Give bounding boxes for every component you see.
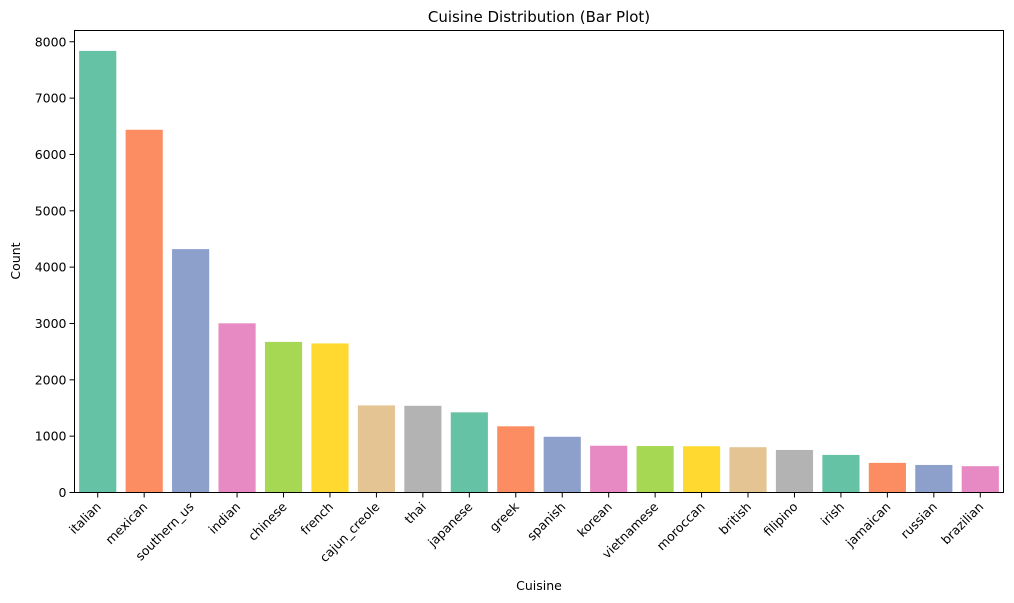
y-tick-label: 2000 [35,372,67,387]
plot-frame [74,30,1004,493]
chart-title: Cuisine Distribution (Bar Plot) [428,8,650,26]
x-tick-label: filipino [760,499,800,539]
bar-cajun_creole [357,405,396,493]
x-tick-label: korean [574,499,615,540]
bar-russian [915,464,953,493]
bar-thai [404,405,442,493]
bar-korean [590,445,628,493]
y-tick-label: 5000 [35,203,67,218]
x-tick-label: irish [818,499,847,528]
y-tick-label: 1000 [35,429,67,444]
bar-irish [822,454,860,493]
y-tick-label: 8000 [35,34,67,49]
y-tick-label: 6000 [35,147,67,162]
x-tick-label: british [716,499,754,537]
x-tick-label: indian [205,499,243,537]
bar-indian [218,323,256,493]
y-tick-label: 7000 [35,91,67,106]
bar-mexican [125,129,163,493]
x-tick-label: moroccan [653,499,707,553]
y-tick-label: 0 [59,485,67,500]
y-axis-title: Count [8,242,23,279]
bar-moroccan [683,446,721,493]
x-tick-label: japanese [424,499,476,551]
bar-filipino [775,449,814,493]
bar-southern_us [172,249,210,493]
bar-french [311,343,349,493]
bars-layer [79,50,999,493]
bar-jamaican [868,462,906,493]
x-tick-label: mexican [102,499,150,547]
x-tick-label: spanish [524,499,569,544]
x-tick-label: jamaican [842,499,894,551]
x-tick-label: chinese [245,499,290,544]
x-tick-label: french [297,499,336,538]
y-axis: 0 1000 2000 3000 4000 5000 6000 7000 8000 [35,34,75,500]
x-tick-label: thai [401,499,429,527]
bar-spanish [543,436,581,493]
y-tick-label: 3000 [35,316,67,331]
bar-italian [79,50,117,493]
bar-greek [497,426,535,493]
x-axis-title: Cuisine [516,578,562,593]
bar-british [729,447,767,493]
bar-vietnamese [636,446,674,493]
x-tick-label: brazilian [938,499,986,547]
y-tick-label: 4000 [35,260,67,275]
x-tick-label: italian [66,499,104,537]
bar-japanese [450,412,488,493]
bar-chinese [264,341,303,493]
x-tick-label: greek [486,498,522,534]
x-tick-label: russian [897,499,940,542]
bar-brazilian [961,466,999,493]
